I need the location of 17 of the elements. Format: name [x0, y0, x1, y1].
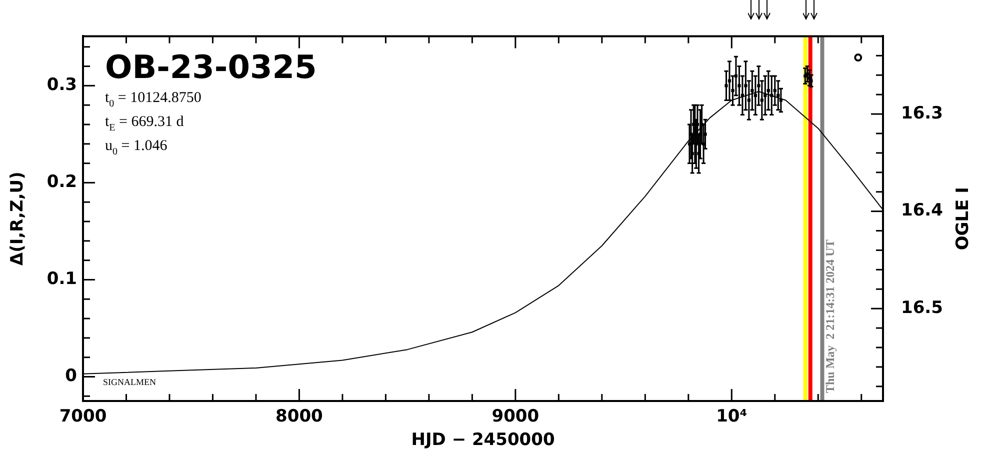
x-axis-title: HJD − 2450000	[411, 430, 555, 450]
y-tick-label: 0.1	[46, 269, 77, 290]
x-tick-label: 10⁴	[716, 406, 748, 427]
y2-axis-title: OGLE I	[953, 187, 973, 250]
x-tick-label: 7000	[59, 406, 107, 427]
x-tick-label: 8000	[276, 406, 324, 427]
annotation: Thu May 2 21:14:31 2024 UT	[823, 240, 838, 393]
y2-tick-label: 16.3	[901, 103, 943, 124]
y-tick-label: 0	[65, 366, 78, 386]
y2-tick-label: 16.5	[901, 298, 943, 318]
y2-tick-label: 16.4	[901, 200, 944, 221]
y-tick-label: 0.3	[46, 75, 77, 96]
chart-title: OB-23-0325	[105, 48, 317, 86]
y-axis-title: Δ(I,R,Z,U)	[8, 172, 28, 266]
annotation: SIGNALMEN	[103, 377, 156, 387]
y-tick-label: 0.2	[46, 172, 77, 192]
x-tick-label: 9000	[492, 406, 540, 427]
